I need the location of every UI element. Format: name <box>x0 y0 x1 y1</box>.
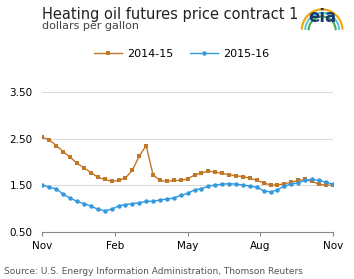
2015-16 <box>206 184 211 188</box>
2015-16 <box>234 182 238 186</box>
2015-16 <box>178 194 183 197</box>
2015-16 <box>331 182 335 186</box>
2014-15 <box>54 144 58 147</box>
2015-16 <box>275 188 280 191</box>
2014-15 <box>324 183 328 187</box>
2014-15 <box>248 176 252 180</box>
2015-16 <box>40 183 45 187</box>
2014-15 <box>317 182 321 186</box>
2015-16 <box>54 187 58 191</box>
Line: 2015-16: 2015-16 <box>40 177 335 213</box>
2015-16 <box>158 198 162 202</box>
2015-16 <box>144 200 148 203</box>
2015-16 <box>116 204 121 208</box>
2015-16 <box>227 182 231 185</box>
2015-16 <box>89 204 93 208</box>
2015-16 <box>317 179 321 182</box>
2015-16 <box>109 208 114 211</box>
Text: Heating oil futures price contract 1: Heating oil futures price contract 1 <box>42 7 299 22</box>
2014-15 <box>331 183 335 187</box>
2015-16 <box>289 182 293 186</box>
Text: Source: U.S. Energy Information Administration, Thomson Reuters: Source: U.S. Energy Information Administ… <box>4 267 302 276</box>
2015-16 <box>303 179 307 182</box>
2014-15 <box>40 136 45 139</box>
2014-15 <box>144 144 148 147</box>
2014-15 <box>82 166 86 170</box>
2015-16 <box>172 196 176 200</box>
2015-16 <box>310 178 314 181</box>
2014-15 <box>227 173 231 177</box>
2014-15 <box>206 169 211 173</box>
2014-15 <box>75 162 79 165</box>
2015-16 <box>296 181 300 184</box>
2014-15 <box>165 180 169 183</box>
2014-15 <box>123 176 127 180</box>
2014-15 <box>96 175 100 179</box>
2014-15 <box>103 178 107 181</box>
2014-15 <box>303 178 307 181</box>
2015-16 <box>61 193 65 196</box>
2014-15 <box>262 181 266 184</box>
2014-15 <box>116 179 121 182</box>
2014-15 <box>89 171 93 174</box>
2014-15 <box>172 179 176 182</box>
2014-15 <box>241 175 245 178</box>
Text: eia: eia <box>308 8 336 27</box>
2015-16 <box>248 184 252 188</box>
2014-15 <box>296 179 300 182</box>
2014-15 <box>268 183 273 187</box>
2015-16 <box>68 196 72 200</box>
2014-15 <box>109 180 114 183</box>
2014-15 <box>178 179 183 182</box>
2015-16 <box>255 186 259 189</box>
2014-15 <box>61 150 65 153</box>
2015-16 <box>130 202 135 205</box>
2015-16 <box>282 184 286 188</box>
2015-16 <box>82 202 86 205</box>
2015-16 <box>241 183 245 187</box>
2014-15 <box>185 177 190 181</box>
2015-16 <box>103 209 107 212</box>
2015-16 <box>75 200 79 203</box>
2015-16 <box>268 190 273 194</box>
2014-15 <box>310 180 314 183</box>
2014-15 <box>289 181 293 184</box>
Text: dollars per gallon: dollars per gallon <box>42 21 139 31</box>
2015-16 <box>165 197 169 201</box>
2014-15 <box>255 179 259 182</box>
2014-15 <box>130 169 135 172</box>
2015-16 <box>185 192 190 195</box>
Legend: 2014-15, 2015-16: 2014-15, 2015-16 <box>90 45 274 64</box>
2014-15 <box>193 173 197 177</box>
2014-15 <box>282 182 286 185</box>
2015-16 <box>199 187 204 191</box>
2014-15 <box>275 183 280 187</box>
2015-16 <box>96 208 100 211</box>
2014-15 <box>213 170 217 174</box>
2014-15 <box>158 179 162 182</box>
2014-15 <box>220 172 224 175</box>
2015-16 <box>123 203 127 206</box>
2015-16 <box>324 181 328 184</box>
2015-16 <box>151 200 155 203</box>
2014-15 <box>151 173 155 177</box>
2015-16 <box>47 186 52 189</box>
2015-16 <box>137 201 141 205</box>
2015-16 <box>193 188 197 191</box>
2014-15 <box>199 171 204 175</box>
2014-15 <box>47 138 52 142</box>
2015-16 <box>262 189 266 192</box>
2014-15 <box>68 155 72 159</box>
2014-15 <box>137 155 141 158</box>
2015-16 <box>220 182 224 186</box>
2014-15 <box>234 174 238 177</box>
2015-16 <box>213 183 217 187</box>
Line: 2014-15: 2014-15 <box>40 135 335 187</box>
